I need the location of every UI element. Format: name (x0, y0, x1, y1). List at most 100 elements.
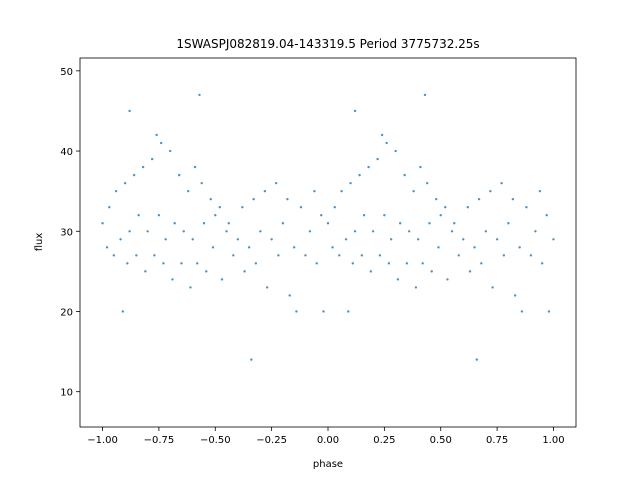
y-tick-label: 10 (60, 388, 73, 399)
point (299, 206, 303, 209)
x-tick-label: 0.00 (317, 435, 339, 446)
point (171, 278, 174, 281)
point (446, 278, 449, 281)
point (378, 254, 382, 257)
y-tick-label: 40 (60, 147, 73, 158)
point (507, 222, 510, 225)
point (462, 238, 465, 241)
point (157, 214, 161, 217)
point (232, 254, 235, 257)
point (227, 222, 230, 225)
point (380, 133, 384, 137)
point (416, 238, 420, 241)
point (484, 230, 488, 233)
point (371, 230, 375, 233)
point (525, 206, 528, 209)
point (495, 238, 499, 241)
point (126, 262, 129, 265)
point (241, 206, 244, 209)
point (105, 246, 109, 249)
point (405, 262, 409, 265)
chart-title: 1SWASPJ082819.04-143319.5 Period 3775732… (176, 37, 479, 51)
point (351, 262, 354, 265)
point (119, 238, 122, 241)
point (453, 222, 456, 225)
point (137, 214, 140, 217)
point (200, 181, 203, 185)
point (403, 173, 406, 177)
point (108, 206, 111, 209)
point (225, 230, 228, 233)
point (518, 246, 521, 249)
point (520, 310, 524, 313)
point (439, 214, 442, 217)
point (552, 238, 555, 241)
point (423, 93, 427, 97)
y-tick-label: 50 (60, 67, 73, 78)
point (114, 189, 118, 193)
point (243, 270, 246, 273)
point (198, 93, 201, 97)
point (292, 246, 296, 249)
point (407, 230, 411, 233)
x-tick-label: −0.50 (200, 435, 231, 446)
point (205, 270, 208, 273)
point (259, 230, 262, 233)
point (135, 254, 138, 257)
point (277, 254, 280, 257)
point (178, 173, 181, 177)
point (545, 214, 548, 217)
point (468, 270, 472, 273)
point (444, 206, 447, 209)
point (101, 222, 104, 225)
point (189, 286, 192, 289)
point (331, 246, 334, 249)
point (128, 109, 131, 113)
point (274, 181, 278, 185)
point (353, 230, 357, 233)
point (180, 262, 183, 265)
point (173, 222, 176, 225)
point (389, 238, 393, 241)
y-axis-label: flux (34, 233, 45, 252)
point (254, 262, 258, 265)
point (369, 270, 373, 273)
x-tick-label: −0.75 (144, 435, 175, 446)
point (191, 238, 194, 241)
x-tick-label: −0.25 (256, 435, 287, 446)
point (112, 254, 116, 257)
point (320, 214, 323, 217)
point (218, 206, 221, 209)
point (313, 189, 316, 193)
point (128, 230, 131, 233)
point (187, 189, 190, 193)
point (196, 262, 199, 265)
point (121, 310, 125, 313)
point (315, 262, 318, 265)
x-axis-label: phase (313, 459, 343, 470)
point (421, 262, 424, 265)
point (202, 222, 206, 225)
point (385, 141, 388, 145)
point (394, 149, 397, 153)
point (326, 222, 330, 225)
point (338, 254, 341, 257)
point (473, 246, 476, 249)
point (426, 181, 429, 185)
point (428, 222, 431, 225)
point (263, 189, 267, 193)
point (295, 310, 298, 313)
point (387, 262, 391, 265)
point (164, 238, 167, 241)
point (159, 141, 163, 145)
point (367, 165, 370, 169)
point (547, 310, 551, 313)
point (308, 230, 312, 233)
point (412, 189, 415, 193)
point (250, 358, 253, 361)
point (132, 173, 136, 177)
point (182, 230, 185, 233)
x-tick-label: 0.75 (486, 435, 508, 446)
